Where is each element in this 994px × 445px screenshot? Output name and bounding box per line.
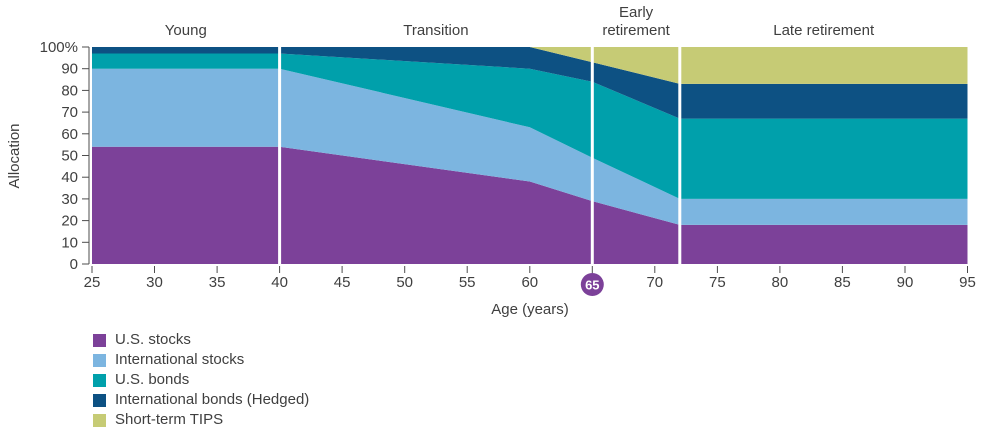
y-tick-label-70: 70 (61, 104, 78, 121)
legend: U.S. stocks International stocks U.S. bond… (93, 330, 309, 430)
legend-swatch-u-s-stocks (93, 333, 106, 347)
legend-swatch-international-stocks (93, 353, 106, 367)
x-tick-label-85: 85 (834, 274, 851, 291)
y-tick-label-0: 0 (70, 256, 78, 273)
y-tick-label-20: 20 (61, 213, 78, 230)
area-international-bonds-hedged (92, 47, 968, 119)
glide-path-chart: 0 10 20 30 40 50 60 70 80 90 100% 25 30 35 40 45 50 55 60… (6, 4, 976, 318)
y-tick-label-30: 30 (61, 191, 78, 208)
y-axis-title: Allocation (6, 123, 23, 188)
x-tick-label-40: 40 (271, 274, 288, 291)
y-tick-label-10: 10 (61, 234, 78, 251)
retirement-age-marker (580, 273, 604, 296)
legend-swatch-u-s-bonds (93, 373, 106, 387)
y-tick-label-40: 40 (61, 169, 78, 186)
phase-label-transition: Transition (403, 22, 468, 39)
x-tick-label-70: 70 (646, 274, 663, 291)
retirement-age-marker-label: 65 (585, 278, 599, 293)
x-tick-label-25: 25 (84, 274, 101, 291)
area-u-s-bonds (92, 53, 968, 199)
x-tick-label-45: 45 (334, 274, 351, 291)
legend-label-u-s-bonds: U.S. bonds (115, 371, 190, 388)
x-tick-label-50: 50 (396, 274, 413, 291)
x-tick-label-90: 90 (897, 274, 914, 291)
y-axis: 0 10 20 30 40 50 60 70 80 90 100% (40, 39, 90, 273)
phase-label-young: Young (165, 22, 207, 39)
legend-item-short-term-tips: Short-term TIPS (93, 410, 309, 430)
phase-label-late-retirement: Late retirement (773, 22, 875, 39)
legend-item-international-bonds-hedged: International bonds (Hedged) (93, 390, 309, 410)
x-tick-label-55: 55 (459, 274, 476, 291)
y-tick-label-100: 100% (40, 39, 78, 56)
phase-labels: Young Transition Early retirement Late retir… (165, 4, 875, 39)
legend-item-international-stocks: International stocks (93, 350, 309, 370)
legend-item-u-s-bonds: U.S. bonds (93, 370, 309, 390)
x-tick-label-75: 75 (709, 274, 726, 291)
chart-areas (92, 47, 968, 264)
x-tick-label-30: 30 (146, 274, 163, 291)
legend-swatch-short-term-tips (93, 413, 106, 427)
area-international-stocks (92, 68, 968, 225)
y-tick-label-90: 90 (61, 61, 78, 78)
legend-label-short-term-tips: Short-term TIPS (115, 411, 224, 428)
area-u-s-stocks (92, 146, 968, 264)
legend-item-u-s-stocks: U.S. stocks (93, 330, 309, 350)
phase-dividers (278, 47, 682, 264)
x-axis: 25 30 35 40 45 50 55 60 65 70 75 80 85 90 95 (84, 266, 976, 296)
y-tick-label-60: 60 (61, 126, 78, 143)
x-axis-title: Age (years) (491, 301, 569, 318)
y-tick-label-80: 80 (61, 82, 78, 99)
legend-label-international-bonds-hedged: International bonds (Hedged) (115, 391, 310, 408)
x-tick-label-60: 60 (521, 274, 538, 291)
phase-label-early-retirement: Early retirement (602, 4, 670, 39)
x-tick-label-35: 35 (209, 274, 226, 291)
legend-swatch-international-bonds-hedged (93, 393, 106, 407)
y-tick-label-50: 50 (61, 148, 78, 165)
legend-label-u-s-stocks: U.S. stocks (115, 331, 191, 348)
legend-label-international-stocks: International stocks (115, 351, 245, 368)
area-short-term-tips (92, 47, 968, 84)
x-tick-label-95: 95 (959, 274, 976, 291)
x-tick-label-80: 80 (772, 274, 789, 291)
